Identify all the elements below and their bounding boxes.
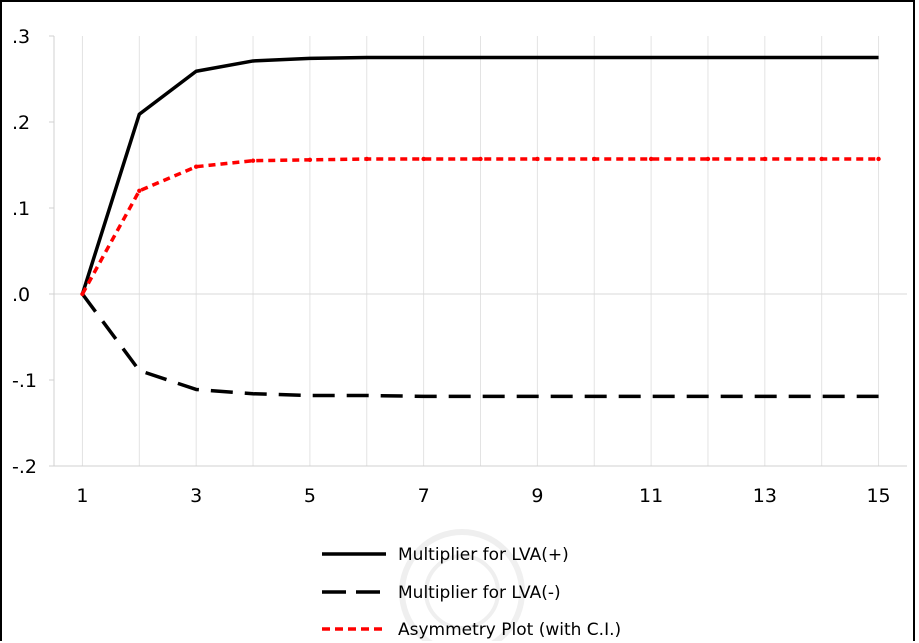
series-point bbox=[705, 156, 711, 162]
series-point bbox=[876, 156, 881, 162]
series-point bbox=[535, 156, 540, 162]
y-tick-label: .3 bbox=[12, 26, 30, 48]
x-tick-label: 1 bbox=[76, 485, 88, 507]
legend: Multiplier for LVA(+) Multiplier for LVA(… bbox=[322, 545, 621, 640]
legend-label: Multiplier for LVA(-) bbox=[398, 583, 561, 603]
series-point bbox=[648, 156, 654, 162]
series-line bbox=[81, 292, 879, 399]
x-tick-label: 7 bbox=[418, 485, 430, 507]
series-point bbox=[762, 156, 768, 162]
x-tick-label: 9 bbox=[531, 485, 543, 507]
series-point bbox=[80, 291, 85, 297]
y-tick-label: .0 bbox=[12, 284, 30, 306]
tick-labels: .3.2.1.0-.1-.21 3 5 7 9 11 13 15 bbox=[12, 26, 891, 507]
axes bbox=[49, 35, 907, 467]
watermark bbox=[399, 529, 525, 641]
series-point bbox=[592, 156, 597, 162]
series-line bbox=[80, 157, 879, 295]
legend-label: Multiplier for LVA(+) bbox=[398, 545, 569, 565]
x-tick-label: 13 bbox=[753, 485, 777, 507]
x-tick-label: 15 bbox=[866, 485, 890, 507]
series-point bbox=[421, 156, 426, 162]
series-point bbox=[819, 156, 824, 162]
x-tick-label: 5 bbox=[304, 485, 316, 507]
series-lines bbox=[80, 55, 881, 399]
y-tick-label: .2 bbox=[12, 112, 30, 134]
series-point bbox=[250, 158, 256, 163]
series-line bbox=[80, 55, 879, 295]
y-tick-label: -.1 bbox=[12, 370, 37, 392]
series-point bbox=[478, 156, 483, 162]
series-point bbox=[307, 157, 313, 163]
legend-label: Asymmetry Plot (with C.I.) bbox=[398, 620, 621, 640]
y-tick-label: .1 bbox=[12, 198, 30, 220]
y-tick-label: -.2 bbox=[12, 456, 37, 478]
x-tick-label: 11 bbox=[639, 485, 663, 507]
x-tick-label: 3 bbox=[190, 485, 202, 507]
grid bbox=[54, 36, 907, 466]
series-point bbox=[364, 156, 369, 162]
series-point bbox=[137, 188, 142, 193]
series-point bbox=[193, 164, 199, 169]
